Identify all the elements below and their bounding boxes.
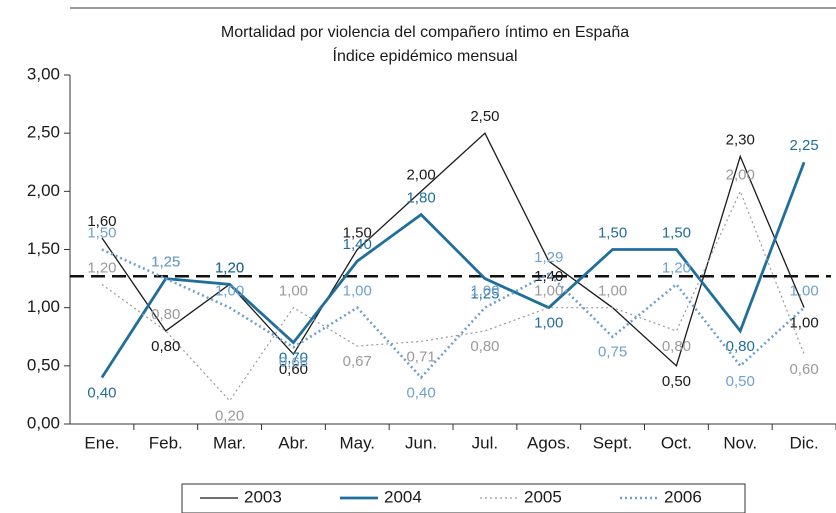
x-tick-label: Mar.	[213, 433, 246, 452]
data-label: 1,00	[598, 283, 627, 300]
data-label: 0,50	[726, 373, 755, 390]
data-label: 1,00	[789, 315, 818, 332]
data-label: 1,50	[87, 224, 116, 241]
data-label: 2,25	[789, 137, 818, 154]
data-label: 1,29	[534, 249, 563, 266]
y-tick-label: 0,50	[27, 355, 60, 374]
y-tick-label: 1,00	[27, 297, 60, 316]
x-tick-label: Nov.	[723, 433, 757, 452]
y-tick-label: 2,50	[27, 123, 60, 142]
chart-subtitle: Índice epidémico mensual	[333, 46, 518, 65]
data-label: 1,00	[279, 283, 308, 300]
legend-label: 2006	[664, 487, 702, 506]
data-label: 0,60	[279, 361, 308, 378]
data-label: 0,80	[726, 338, 755, 355]
x-tick-label: Agos.	[527, 433, 570, 452]
data-label: 1,25	[151, 254, 180, 271]
data-label: 1,25	[470, 286, 499, 303]
data-label: 1,00	[470, 283, 499, 300]
chart-title: Mortalidad por violencia del compañero í…	[221, 24, 629, 41]
x-tick-label: Oct.	[661, 433, 692, 452]
x-tick-label: Dic.	[789, 433, 818, 452]
data-label: 1,60	[87, 213, 116, 230]
data-label: 0,70	[279, 350, 308, 367]
legend-label: 2005	[524, 487, 562, 506]
legend-box	[181, 483, 746, 513]
data-label: 1,80	[406, 190, 435, 207]
x-tick-label: May.	[339, 433, 375, 452]
legend-label: 2004	[384, 487, 422, 506]
data-label: 0,75	[598, 344, 627, 361]
data-label: 1,00	[215, 283, 244, 300]
data-label: 1,25	[151, 254, 180, 271]
series-line	[100, 161, 806, 379]
data-label: 1,00	[789, 283, 818, 300]
x-tick-label: Jun.	[405, 433, 437, 452]
y-tick-label: 2,00	[27, 181, 60, 200]
data-label: 0,80	[470, 338, 499, 355]
data-label: 1,50	[343, 224, 372, 241]
y-tick-label: 0,00	[27, 413, 60, 432]
series-line	[101, 132, 805, 368]
data-label: 0,66	[279, 354, 308, 371]
data-label: 1,40	[343, 236, 372, 253]
data-label: 0,80	[151, 306, 180, 323]
data-label: 0,50	[662, 373, 691, 390]
data-label: 2,00	[726, 166, 755, 183]
data-label: 0,71	[406, 348, 435, 365]
data-label: 1,00	[534, 315, 563, 332]
data-label: 0,40	[87, 384, 116, 401]
x-tick-label: Jul.	[472, 433, 498, 452]
data-label: 0,80	[662, 338, 691, 355]
legend-label: 2003	[244, 487, 282, 506]
data-label: 2,00	[406, 166, 435, 183]
data-label: 2,50	[470, 108, 499, 125]
data-label: 1,20	[215, 259, 244, 276]
series-line	[101, 189, 805, 402]
data-label: 1,50	[662, 224, 691, 241]
data-label: 1,50	[598, 224, 627, 241]
data-label: 0,67	[343, 353, 372, 370]
x-tick-label: Feb.	[149, 433, 183, 452]
y-tick-label: 1,50	[27, 239, 60, 258]
y-tick-label: 3,00	[27, 64, 60, 83]
data-label: 0,80	[151, 338, 180, 355]
data-label: 0,40	[406, 384, 435, 401]
data-label: 1,00	[343, 283, 372, 300]
data-label: 0,60	[789, 361, 818, 378]
x-tick-label: Abr.	[278, 433, 308, 452]
data-label: 2,30	[726, 131, 755, 148]
data-label: 0,20	[215, 408, 244, 425]
data-label: 1,00	[534, 283, 563, 300]
x-tick-label: Sept.	[593, 433, 633, 452]
data-label: 1,20	[215, 259, 244, 276]
x-tick-label: Ene.	[84, 433, 119, 452]
series-line	[101, 248, 805, 380]
data-label: 1,20	[662, 259, 691, 276]
data-label: 1,20	[87, 259, 116, 276]
